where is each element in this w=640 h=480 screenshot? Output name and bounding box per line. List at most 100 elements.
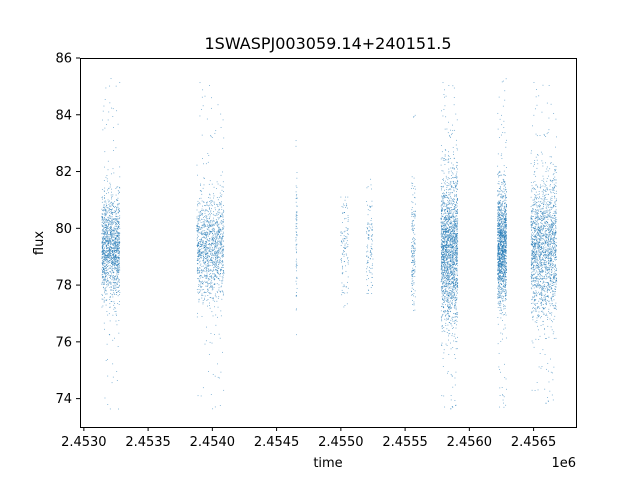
data-point xyxy=(451,258,453,260)
data-point xyxy=(106,227,108,229)
data-point xyxy=(213,201,215,203)
data-point xyxy=(105,250,107,252)
data-point xyxy=(209,208,210,210)
data-point xyxy=(116,257,118,258)
data-point xyxy=(413,251,415,252)
data-point xyxy=(211,249,213,250)
data-point xyxy=(197,242,199,244)
data-point xyxy=(114,229,116,231)
data-point xyxy=(198,284,200,286)
data-point xyxy=(448,353,450,355)
data-point xyxy=(216,222,218,224)
data-point xyxy=(222,181,224,183)
data-point xyxy=(444,269,446,270)
data-point xyxy=(447,300,449,301)
data-point xyxy=(113,210,115,212)
data-point xyxy=(216,260,218,262)
data-point xyxy=(448,271,450,273)
data-point xyxy=(446,192,447,194)
data-point xyxy=(453,211,455,213)
data-point xyxy=(457,180,459,182)
data-point xyxy=(204,220,206,221)
data-point xyxy=(367,204,368,206)
data-point xyxy=(456,176,458,178)
data-point xyxy=(200,257,202,259)
data-point xyxy=(449,233,451,234)
data-point xyxy=(454,294,455,296)
data-point xyxy=(447,189,449,191)
data-point xyxy=(103,255,105,257)
data-point xyxy=(220,127,222,128)
data-point xyxy=(115,256,117,258)
data-point xyxy=(107,261,109,263)
data-point xyxy=(196,216,198,218)
data-point xyxy=(442,275,444,277)
data-point xyxy=(116,246,118,247)
data-point xyxy=(221,263,223,265)
data-point xyxy=(452,237,454,239)
data-point xyxy=(222,351,223,353)
data-point xyxy=(448,278,449,280)
data-point xyxy=(442,204,443,206)
data-point xyxy=(441,285,443,287)
data-point xyxy=(221,222,223,224)
data-point xyxy=(203,178,205,179)
data-point xyxy=(197,232,199,234)
data-point xyxy=(216,244,218,246)
data-point xyxy=(450,283,452,285)
data-point xyxy=(101,222,103,223)
data-point xyxy=(211,240,213,241)
data-point xyxy=(456,271,458,273)
data-point xyxy=(295,231,297,233)
data-point xyxy=(448,215,450,217)
data-point xyxy=(296,232,297,233)
data-point xyxy=(104,231,105,233)
data-point xyxy=(413,240,415,242)
data-point xyxy=(457,289,458,291)
data-point xyxy=(102,233,104,235)
data-point xyxy=(204,230,206,232)
data-point xyxy=(210,253,212,255)
data-point xyxy=(116,222,117,224)
data-point xyxy=(203,226,205,228)
data-point xyxy=(341,254,343,255)
data-point xyxy=(107,375,109,377)
data-point xyxy=(446,283,448,285)
data-point xyxy=(101,274,103,276)
data-point xyxy=(447,279,449,280)
data-point xyxy=(218,227,220,229)
data-point xyxy=(411,274,413,276)
data-point xyxy=(442,203,444,205)
data-point xyxy=(444,212,446,214)
data-point xyxy=(209,230,211,232)
data-point xyxy=(112,249,114,251)
data-point xyxy=(111,204,113,206)
data-point xyxy=(103,201,105,203)
data-point xyxy=(450,245,452,247)
data-point xyxy=(200,283,202,285)
data-point xyxy=(442,358,444,359)
data-point xyxy=(455,255,457,257)
data-point xyxy=(206,232,208,233)
data-point xyxy=(110,218,111,219)
data-point xyxy=(456,248,458,249)
data-point xyxy=(117,228,118,230)
data-point xyxy=(455,204,457,206)
data-point xyxy=(107,259,109,261)
data-point xyxy=(441,263,443,264)
data-point xyxy=(213,270,215,271)
data-point xyxy=(206,277,208,279)
data-point xyxy=(217,251,218,252)
data-point xyxy=(367,237,369,239)
data-point xyxy=(104,258,106,259)
data-point xyxy=(443,180,444,182)
data-point xyxy=(101,217,103,219)
data-point xyxy=(443,248,444,249)
data-point xyxy=(101,189,103,190)
data-point xyxy=(442,274,444,275)
data-point xyxy=(213,278,215,280)
data-point xyxy=(114,279,116,280)
data-point xyxy=(112,203,114,204)
data-point xyxy=(347,219,349,221)
data-point xyxy=(206,276,208,277)
